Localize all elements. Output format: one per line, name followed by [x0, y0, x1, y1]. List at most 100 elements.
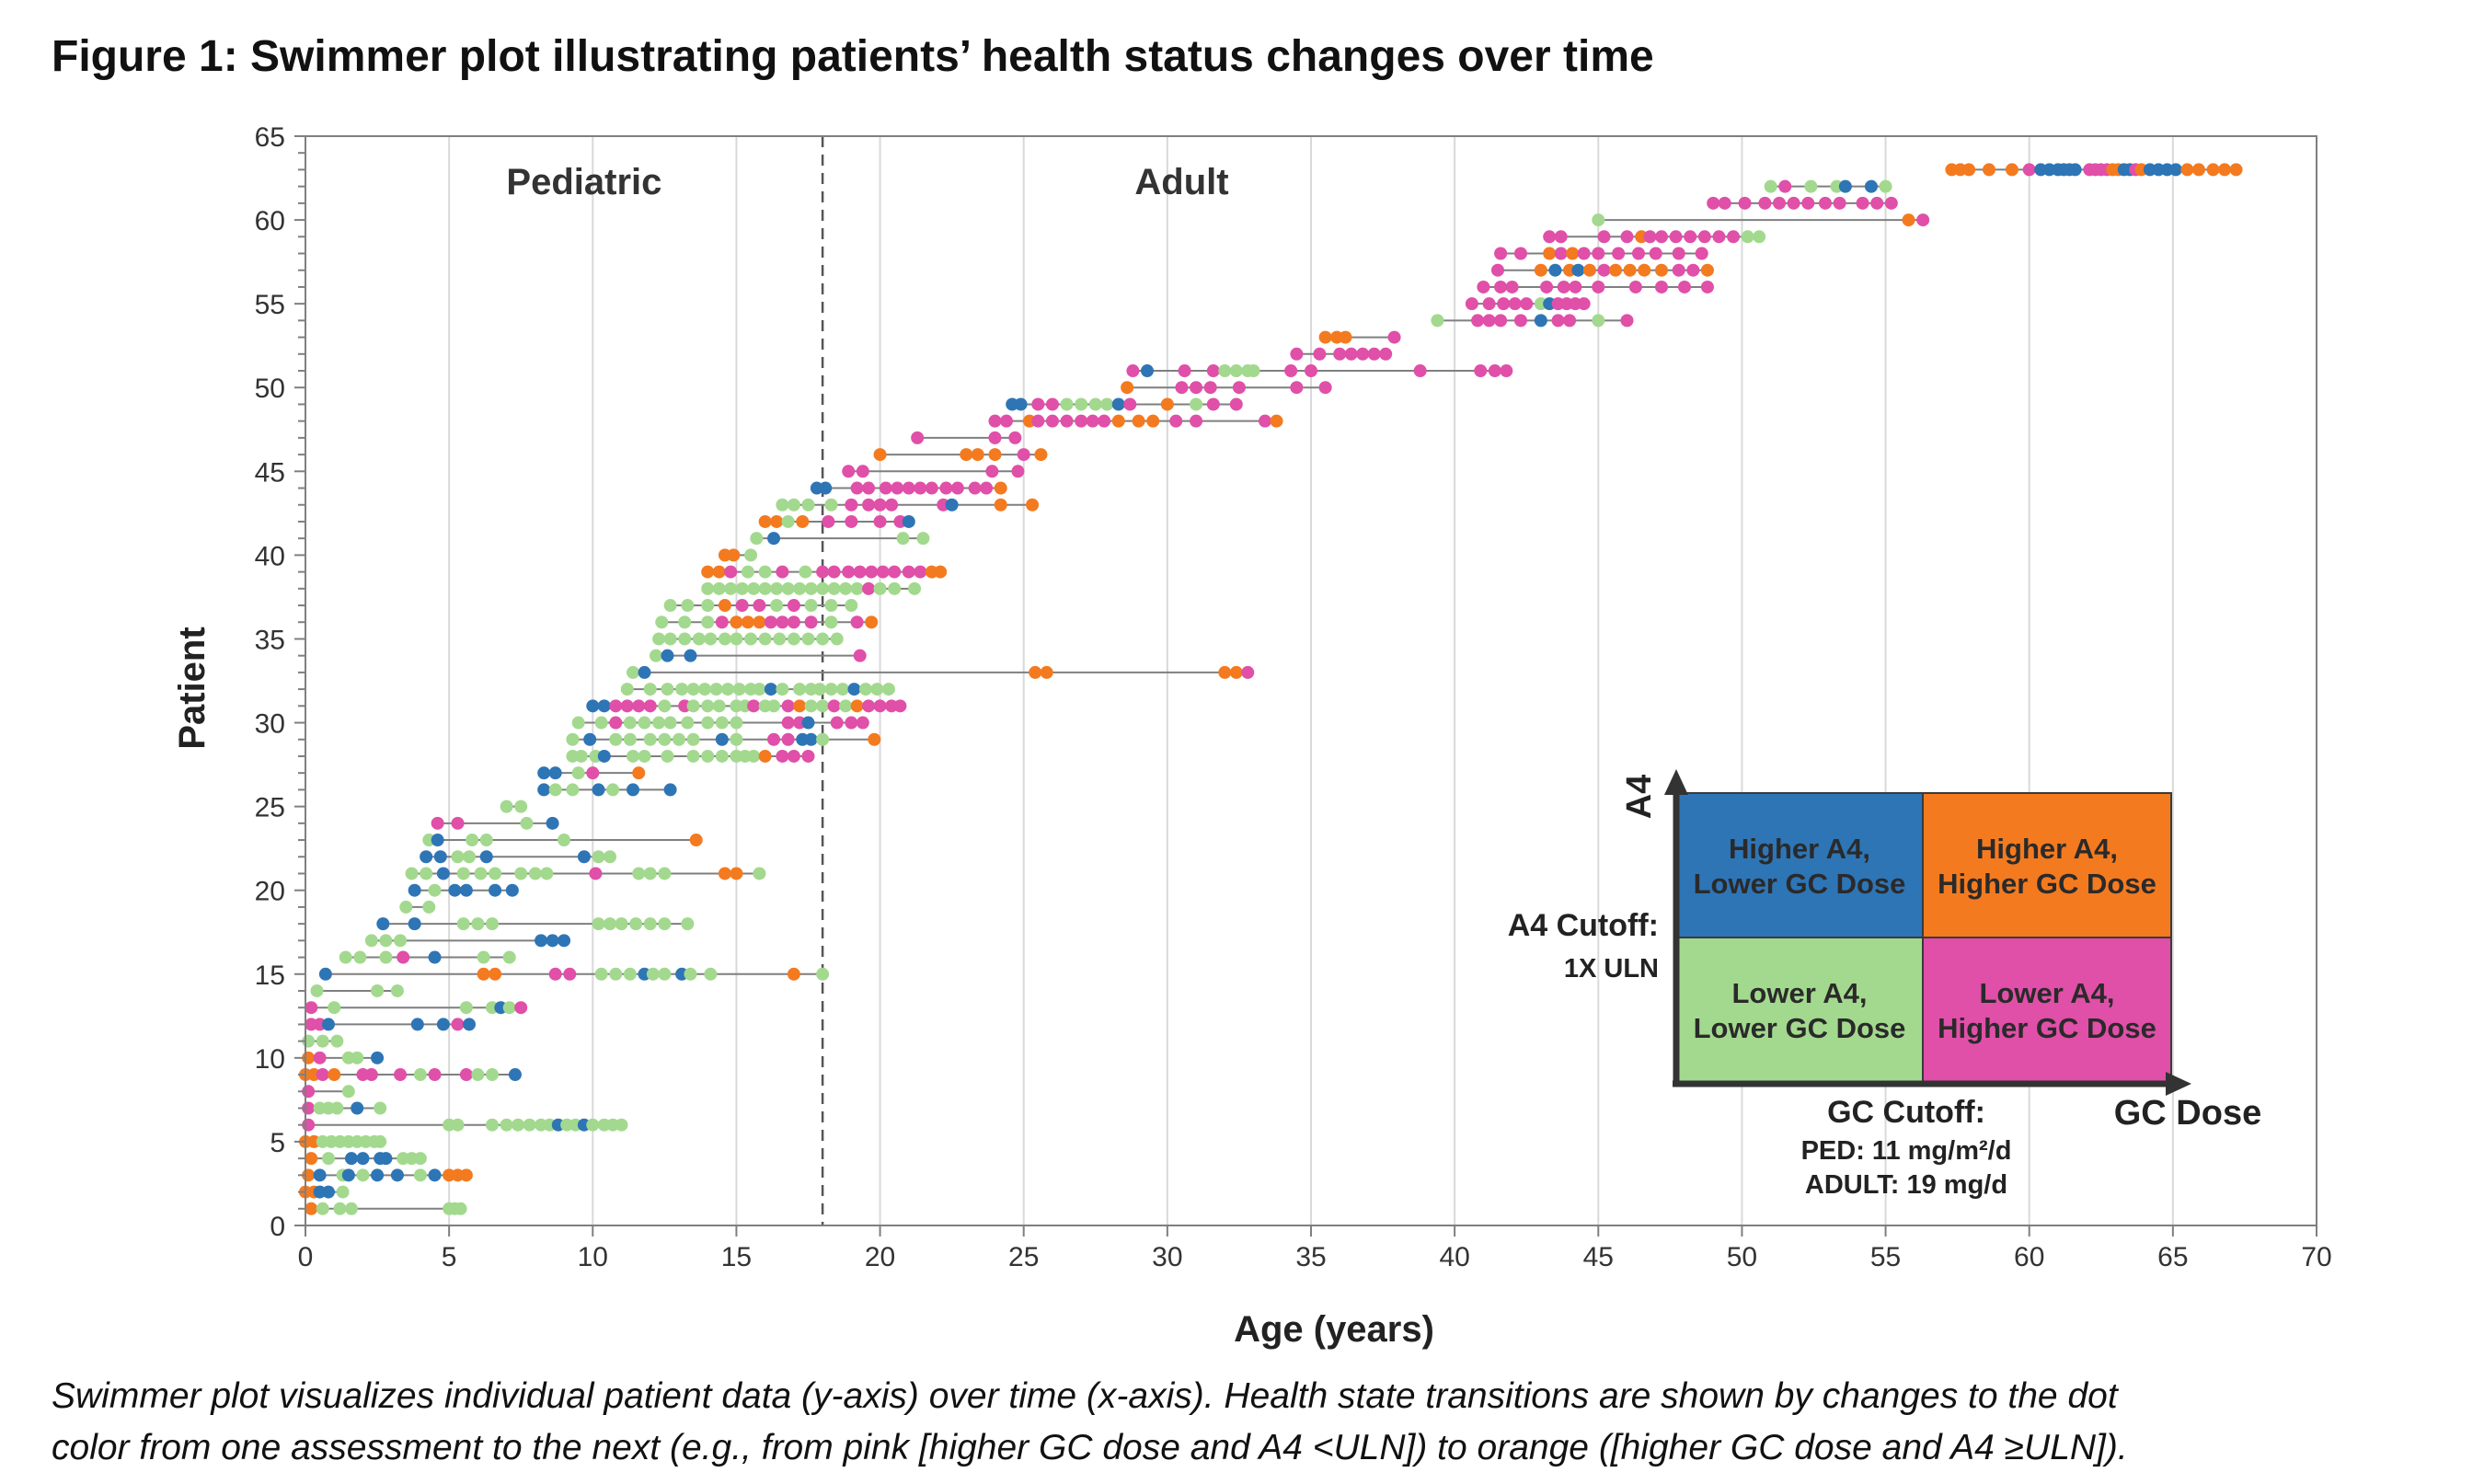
assessment-dot [1203, 381, 1217, 395]
assessment-dot [873, 448, 887, 462]
assessment-dot [827, 565, 841, 579]
assessment-dot [652, 632, 666, 646]
assessment-dot [1700, 280, 1714, 293]
assessment-dot [862, 581, 876, 595]
assessment-dot [787, 749, 800, 763]
assessment-dot [604, 850, 617, 864]
assessment-dot [479, 850, 493, 864]
assessment-dot [609, 699, 623, 713]
assessment-dot [546, 934, 559, 948]
assessment-dot [1962, 163, 1976, 177]
assessment-dot [701, 749, 715, 763]
assessment-dot [1654, 230, 1668, 244]
assessment-dot [1387, 330, 1401, 344]
assessment-dot [1160, 397, 1174, 411]
assessment-dot [701, 581, 715, 595]
assessment-dot [344, 1152, 358, 1166]
assessment-dot [1778, 179, 1792, 193]
assessment-dot [804, 599, 818, 613]
assessment-dot [896, 532, 910, 546]
assessment-dot [583, 732, 597, 746]
assessment-dot [413, 1168, 427, 1182]
assessment-dot [658, 917, 672, 931]
assessment-dot [489, 967, 502, 981]
gridlines [448, 136, 2174, 1225]
assessment-dot [876, 565, 890, 579]
assessment-dot [686, 699, 700, 713]
assessment-dot [1014, 397, 1028, 411]
assessment-dot [661, 749, 674, 763]
assessment-dot [741, 615, 754, 629]
assessment-dot [597, 749, 611, 763]
assessment-dot [500, 1118, 513, 1132]
assessment-dot [341, 1168, 355, 1182]
assessment-dot [862, 498, 876, 512]
assessment-dot [994, 498, 1007, 512]
assessment-dot [305, 1202, 318, 1215]
assessment-dot [615, 1118, 628, 1132]
legend-x-arrowhead [2166, 1072, 2191, 1096]
assessment-dot [663, 783, 677, 797]
assessment-dot [1577, 297, 1591, 311]
assessment-dot [764, 683, 777, 696]
assessment-dot [781, 581, 795, 595]
assessment-dot [873, 699, 887, 713]
assessment-dot [374, 1134, 387, 1148]
assessment-dot [471, 1068, 485, 1082]
assessment-dot [451, 1018, 465, 1031]
assessment-dot [428, 1068, 442, 1082]
assessment-dot [1513, 314, 1527, 328]
assessment-dot [816, 632, 830, 646]
assessment-dot [1534, 263, 1547, 277]
assessment-dot [428, 883, 442, 897]
assessment-dot [1111, 414, 1125, 428]
assessment-dot [2180, 163, 2194, 177]
assessment-dot [730, 615, 743, 629]
assessment-dot [888, 581, 902, 595]
assessment-dot [339, 950, 352, 964]
assessment-dot [1707, 196, 1720, 210]
assessment-dot [704, 632, 718, 646]
assessment-dot [454, 1202, 467, 1215]
assessment-dot [330, 1101, 344, 1115]
assessment-dot [1488, 364, 1501, 378]
assessment-dot [1313, 347, 1327, 361]
assessment-dot [1597, 230, 1611, 244]
assessment-dot [773, 632, 787, 646]
assessment-dot [2218, 163, 2232, 177]
assessment-dot [715, 615, 729, 629]
assessment-dot [971, 448, 984, 462]
assessment-dot [1034, 448, 1048, 462]
assessment-dot [620, 699, 634, 713]
assessment-dot [629, 917, 643, 931]
assessment-dot [408, 917, 421, 931]
x-tick-label: 65 [2157, 1242, 2188, 1272]
assessment-dot [643, 732, 657, 746]
assessment-dot [830, 632, 844, 646]
assessment-dot [1284, 364, 1298, 378]
assessment-dot [1712, 230, 1726, 244]
assessment-dot [433, 850, 447, 864]
assessment-dot [781, 514, 795, 528]
assessment-dot [436, 1018, 450, 1031]
y-tick-label: 0 [270, 1212, 285, 1242]
assessment-dot [2005, 163, 2018, 177]
assessment-dot [758, 581, 772, 595]
assessment-dot [1132, 414, 1145, 428]
assessment-dot [336, 1185, 350, 1199]
assessment-dot [770, 581, 784, 595]
quadrant-bl-line2: Lower GC Dose [1694, 1012, 1906, 1044]
assessment-dot [376, 917, 390, 931]
assessment-dot [1818, 196, 1832, 210]
assessment-dot [902, 514, 915, 528]
assessment-dot [853, 565, 867, 579]
assessment-dot [1628, 280, 1642, 293]
assessment-dot [1508, 297, 1522, 311]
assessment-dot [914, 565, 927, 579]
y-tick-label: 25 [255, 793, 285, 823]
assessment-dot [341, 1085, 355, 1099]
y-tick-label: 5 [270, 1128, 285, 1158]
a4-cutoff-title: A4 Cutoff: [1508, 908, 1659, 943]
y-tick-label: 65 [255, 122, 285, 153]
x-axis-title: Age (years) [1234, 1309, 1434, 1350]
